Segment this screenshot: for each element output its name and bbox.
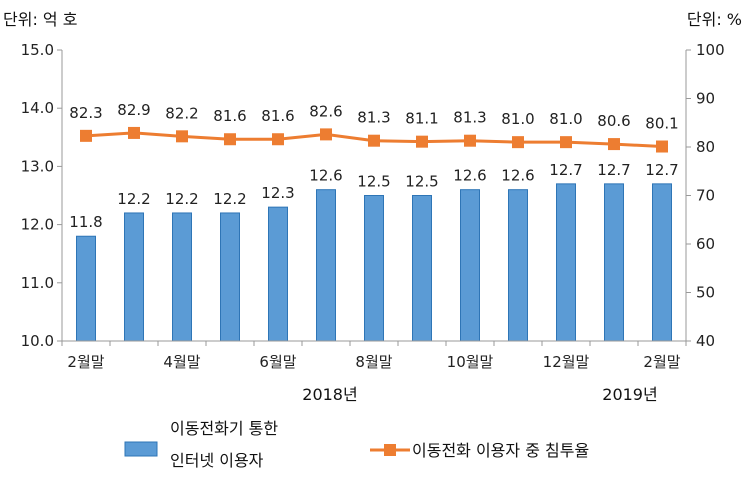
x-tick-label: 4월말 — [163, 353, 200, 371]
bar-data-label: 12.7 — [645, 161, 678, 179]
year-label-2018: 2018년 — [302, 385, 357, 404]
right-tick-label: 70 — [696, 187, 715, 205]
line-point — [608, 138, 620, 151]
line-data-label: 81.3 — [453, 109, 486, 127]
right-tick-label: 50 — [696, 284, 715, 302]
bar-data-label: 12.7 — [597, 161, 630, 179]
bar-data-label: 12.2 — [117, 190, 150, 208]
line-data-label: 81.6 — [261, 107, 294, 125]
bars-layer — [76, 183, 672, 342]
bar-data-label: 12.5 — [357, 173, 390, 191]
left-axis-unit-label: 단위: 억 호 — [3, 10, 77, 29]
bar-data-label: 12.6 — [453, 167, 486, 185]
left-tick-label: 14.0 — [21, 99, 54, 117]
bar — [508, 189, 528, 342]
line-point — [272, 133, 284, 146]
bar-data-label: 12.2 — [165, 190, 198, 208]
left-tick-label: 15.0 — [21, 41, 54, 59]
line-point — [224, 133, 236, 146]
legend-bar-swatch — [124, 441, 158, 457]
line-point — [368, 134, 380, 147]
x-tick-label: 2월말 — [67, 353, 104, 371]
line-data-label: 81.1 — [405, 110, 438, 128]
left-tick-label: 13.0 — [21, 157, 54, 175]
left-tick-label: 12.0 — [21, 216, 54, 234]
x-tick-label: 12월말 — [543, 353, 590, 371]
axes-layer: 단위: 억 호 단위: % 2018년 2019년 10.0 11.0 12.0 13… — [3, 10, 742, 404]
bar — [220, 212, 240, 342]
left-tick-label: 11.0 — [21, 274, 54, 292]
bar-data-label: 12.6 — [309, 167, 342, 185]
line-point — [128, 126, 140, 139]
bar — [316, 189, 336, 342]
line-data-label: 81.6 — [213, 107, 246, 125]
line-data-label: 82.9 — [117, 101, 150, 119]
bar — [556, 183, 576, 342]
right-tick-label: 90 — [696, 90, 715, 108]
bar — [76, 235, 96, 342]
bar-data-label: 12.5 — [405, 173, 438, 191]
right-tick-label: 100 — [696, 41, 725, 59]
bar — [460, 189, 480, 342]
line-data-label: 80.6 — [597, 112, 630, 130]
right-tick-label: 40 — [696, 332, 715, 350]
bar — [124, 212, 144, 342]
x-tick-label: 6월말 — [259, 353, 296, 371]
legend-bar-label-line2: 인터넷 이용자 — [170, 451, 264, 470]
line-data-label: 81.0 — [501, 110, 534, 128]
x-tick-label: 2월말 — [643, 353, 680, 371]
line-point — [512, 136, 524, 149]
bar — [412, 195, 432, 342]
line-data-label: 82.2 — [165, 104, 198, 122]
bar-data-label: 12.3 — [261, 184, 294, 202]
line-point — [560, 136, 572, 149]
line-point — [80, 129, 92, 142]
left-tick-label: 10.0 — [21, 332, 54, 350]
line-point — [656, 140, 668, 153]
line-data-label: 82.6 — [309, 102, 342, 120]
line-point — [320, 128, 332, 141]
bar-data-label: 11.8 — [69, 213, 102, 231]
legend: 이동전화기 통한 인터넷 이용자 이동전화 이용자 중 침투율 — [124, 419, 589, 470]
bar-data-label: 12.6 — [501, 167, 534, 185]
bar — [268, 206, 288, 342]
legend-line-label: 이동전화 이용자 중 침투율 — [412, 441, 589, 460]
bar — [652, 183, 672, 342]
x-tick-label: 10월말 — [447, 353, 494, 371]
right-axis-unit-label: 단위: % — [687, 10, 742, 29]
line-point — [416, 135, 428, 148]
right-tick-label: 80 — [696, 138, 715, 156]
right-tick-label: 60 — [696, 235, 715, 253]
data-labels-layer: 11.8 12.2 12.2 12.2 12.3 12.6 12.5 12.5 12.6 12.6… — [69, 101, 678, 231]
bar-data-label: 12.7 — [549, 161, 582, 179]
line-data-label: 80.1 — [645, 115, 678, 133]
line-layer — [80, 126, 668, 153]
legend-line-marker — [384, 444, 396, 456]
bar — [364, 195, 384, 342]
bar — [172, 212, 192, 342]
line-data-label: 81.3 — [357, 109, 390, 127]
line-data-label: 82.3 — [69, 104, 102, 122]
bar — [604, 183, 624, 342]
bar-data-label: 12.2 — [213, 190, 246, 208]
year-label-2019: 2019년 — [602, 385, 657, 404]
legend-bar-label-line1: 이동전화기 통한 — [170, 419, 278, 438]
line-point — [464, 134, 476, 147]
x-tick-label: 8월말 — [355, 353, 392, 371]
line-point — [176, 130, 188, 143]
line-data-label: 81.0 — [549, 110, 582, 128]
